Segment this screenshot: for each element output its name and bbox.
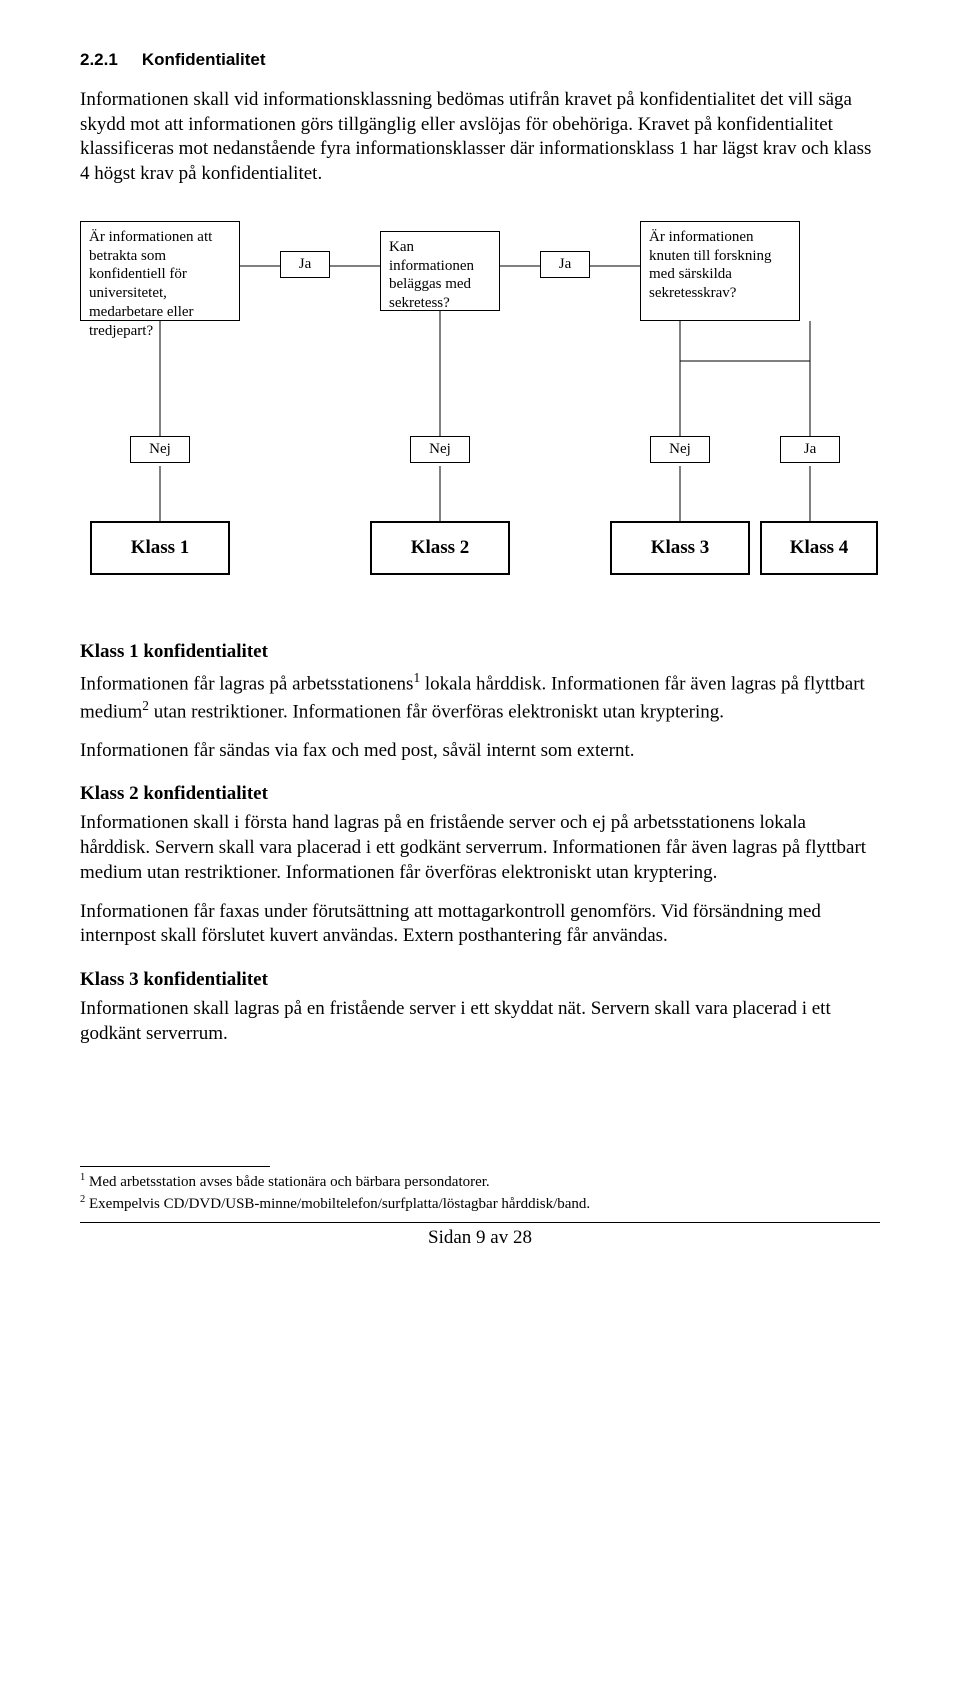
klass1-box: Klass 1 [90, 521, 230, 575]
klass3-text: Klass 3 [651, 537, 710, 558]
nej2-text: Nej [429, 441, 451, 457]
klass2-heading: Klass 2 konfidentialitet [80, 783, 880, 805]
ja1-text: Ja [299, 256, 312, 272]
section-title: Konfidentialitet [142, 50, 266, 69]
klass2-p1: Informationen skall i första hand lagras… [80, 811, 880, 885]
footnote-1: 1 Med arbetsstation avses både stationär… [80, 1171, 880, 1193]
nej3-text: Nej [669, 441, 691, 457]
page-number: Sidan 9 av 28 [428, 1227, 532, 1248]
klass1-p1a: Informationen får lagras på arbetsstatio… [80, 673, 413, 694]
klass3-box: Klass 3 [610, 521, 750, 575]
flowchart: Är informationen att betrakta som konfid… [80, 221, 880, 621]
q3-text: Är informationen knuten till forskning m… [649, 229, 772, 301]
q2-box: Kan informationen beläggas med sekretess… [380, 231, 500, 311]
ja3-box: Ja [780, 436, 840, 463]
page: 2.2.1 Konfidentialitet Informationen skal… [0, 0, 960, 1279]
footnotes: 1 Med arbetsstation avses både stationär… [80, 1166, 880, 1214]
footnote-1-text: Med arbetsstation avses både stationära … [85, 1174, 489, 1190]
q1-box: Är informationen att betrakta som konfid… [80, 221, 240, 321]
q2-text: Kan informationen beläggas med sekretess… [389, 239, 474, 311]
klass1-p1: Informationen får lagras på arbetsstatio… [80, 669, 880, 725]
klass4-box: Klass 4 [760, 521, 878, 575]
klass2-p2: Informationen får faxas under förutsättn… [80, 900, 880, 949]
footnote-2-text: Exempelvis CD/DVD/USB-minne/mobiltelefon… [85, 1196, 590, 1212]
ja2-box: Ja [540, 251, 590, 278]
ja2-text: Ja [559, 256, 572, 272]
klass3-p1: Informationen skall lagras på en friståe… [80, 997, 880, 1046]
klass3-heading: Klass 3 konfidentialitet [80, 969, 880, 991]
intro-paragraph: Informationen skall vid informationsklas… [80, 88, 880, 187]
nej1-text: Nej [149, 441, 171, 457]
klass1-p2: Informationen får sändas via fax och med… [80, 739, 880, 764]
footnote-2: 2 Exempelvis CD/DVD/USB-minne/mobiltelef… [80, 1193, 880, 1215]
page-footer: Sidan 9 av 28 [80, 1222, 880, 1249]
klass1-heading: Klass 1 konfidentialitet [80, 641, 880, 663]
klass4-text: Klass 4 [790, 537, 849, 558]
klass1-text: Klass 1 [131, 537, 190, 558]
nej1-box: Nej [130, 436, 190, 463]
nej3-box: Nej [650, 436, 710, 463]
klass2-box: Klass 2 [370, 521, 510, 575]
ja3-text: Ja [804, 441, 817, 457]
section-heading: 2.2.1 Konfidentialitet [80, 50, 880, 70]
klass2-text: Klass 2 [411, 537, 470, 558]
section-number: 2.2.1 [80, 50, 118, 69]
q3-box: Är informationen knuten till forskning m… [640, 221, 800, 321]
footnote-ref-2: 2 [142, 698, 149, 713]
klass1-p1c: utan restriktioner. Informationen får öv… [149, 701, 724, 722]
nej2-box: Nej [410, 436, 470, 463]
footnote-rule [80, 1166, 270, 1167]
ja1-box: Ja [280, 251, 330, 278]
